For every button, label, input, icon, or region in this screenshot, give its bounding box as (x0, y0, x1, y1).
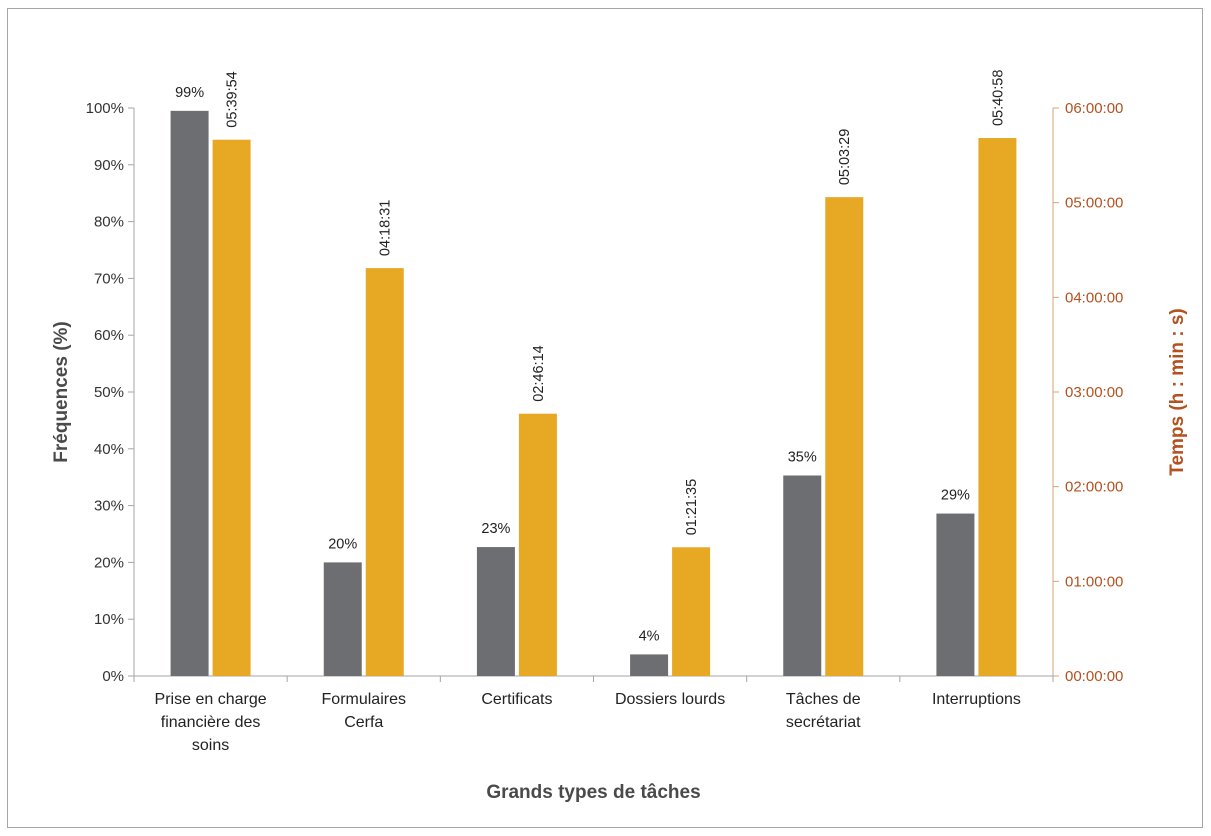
bar-frequency (476, 547, 515, 676)
category-label: Prise en charge (155, 691, 267, 708)
data-label-time: 04:18:31 (378, 200, 394, 256)
left-tick-label: 100% (86, 100, 124, 117)
right-tick-label: 00:00:00 (1065, 668, 1123, 685)
right-y-ticks: 00:00:00 01:00:00 02:00:00 03:00:00 04:00:00… (1053, 100, 1123, 685)
category-label: soins (192, 737, 229, 754)
bar-frequency (936, 513, 975, 676)
bars-group (170, 110, 1017, 677)
bar-frequency (630, 654, 669, 676)
bar-time (672, 547, 711, 676)
right-tick-label: 01:00:00 (1065, 573, 1123, 590)
category-label: financière des (161, 714, 261, 731)
data-label-frequency: 35% (788, 449, 817, 465)
data-label-frequency: 20% (328, 536, 357, 552)
left-tick-label: 40% (94, 441, 124, 458)
y2-axis-title: Temps (h : min : s) (1167, 308, 1188, 475)
category-label: Cerfa (344, 714, 383, 731)
bar-time (518, 413, 557, 676)
left-tick-label: 70% (94, 270, 124, 287)
x-axis-title: Grands types de tâches (486, 782, 700, 803)
data-label-time: 05:39:54 (225, 71, 241, 127)
data-label-frequency: 99% (175, 85, 204, 101)
axes-group (133, 108, 1054, 677)
bar-time (365, 268, 404, 676)
data-label-time: 05:40:58 (990, 70, 1006, 126)
right-tick-label: 03:00:00 (1065, 384, 1123, 401)
data-label-time: 05:03:29 (837, 129, 853, 185)
left-tick-label: 90% (94, 157, 124, 174)
bar-time (212, 139, 251, 677)
category-label: Certificats (481, 691, 552, 708)
data-label-frequency: 4% (639, 628, 660, 644)
left-tick-label: 10% (94, 611, 124, 628)
right-tick-label: 05:00:00 (1065, 195, 1123, 212)
category-label: Dossiers lourds (615, 691, 725, 708)
category-label: Formulaires (322, 691, 406, 708)
category-label: Interruptions (932, 691, 1021, 708)
right-tick-label: 02:00:00 (1065, 479, 1123, 496)
bar-frequency (323, 562, 362, 676)
category-labels: Prise en charge financière des soins Formul… (155, 691, 1021, 754)
category-label: secrétariat (786, 714, 861, 731)
right-tick-label: 04:00:00 (1065, 289, 1123, 306)
bar-time (978, 138, 1017, 676)
left-tick-label: 30% (94, 498, 124, 515)
y-axis-title: Fréquences (%) (51, 321, 72, 462)
data-label-frequency: 23% (481, 521, 510, 537)
right-tick-label: 06:00:00 (1065, 100, 1123, 117)
x-ticks (133, 676, 1054, 682)
left-tick-label: 0% (102, 668, 124, 685)
data-label-frequency: 29% (941, 488, 970, 504)
left-tick-label: 60% (94, 327, 124, 344)
left-y-ticks: 0% 10% 20% 30% 40% 50% 60% 70% 80% 90% 100% (86, 100, 134, 685)
bar-frequency (170, 110, 209, 677)
left-tick-label: 50% (94, 384, 124, 401)
data-label-time: 01:21:35 (684, 479, 700, 535)
bar-frequency (783, 475, 822, 676)
data-label-time: 02:46:14 (531, 345, 547, 401)
data-labels: 99% 05:39:54 20% 04:18:31 23% 02:46:14 4% 01:21… (175, 70, 1006, 645)
left-tick-label: 80% (94, 214, 124, 231)
bar-time (825, 197, 864, 676)
left-tick-label: 20% (94, 554, 124, 571)
category-label: Tâches de (786, 691, 861, 708)
